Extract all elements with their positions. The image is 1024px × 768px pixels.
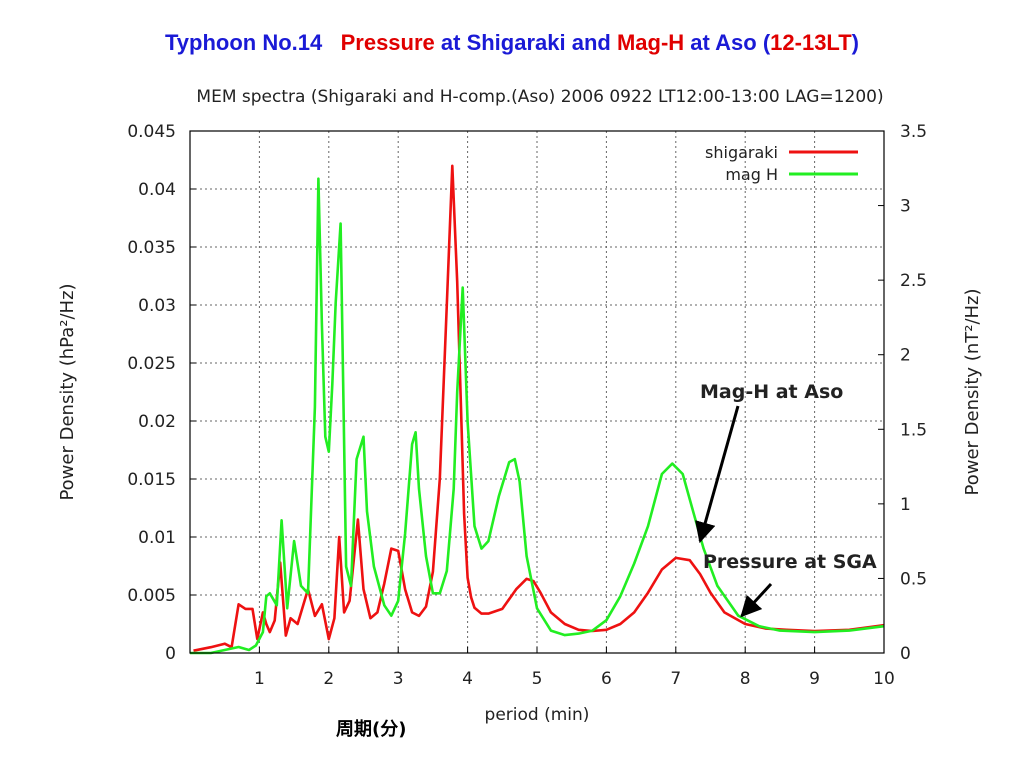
- y-right-tick-label: 0: [900, 644, 911, 664]
- annotations: Mag-H at Aso Pressure at SGA: [695, 381, 877, 618]
- y-right-tick-label: 2.5: [900, 271, 927, 291]
- chart-title: MEM spectra (Shigaraki and H-comp.(Aso) …: [196, 87, 883, 107]
- y-right-axis-label: Power Density (nT²/Hz): [962, 288, 983, 495]
- legend-label-shigaraki: shigaraki: [705, 143, 778, 162]
- y-right-tick-label: 0.5: [900, 569, 927, 589]
- y-right-tick-label: 1: [900, 495, 911, 515]
- title-part-time: 12-13LT: [770, 30, 852, 55]
- y-right-tick-label: 2: [900, 346, 911, 366]
- y-left-tick-label: 0.03: [138, 296, 176, 316]
- annotation-magh-aso: Mag-H at Aso: [700, 381, 843, 403]
- y-left-tick-label: 0.045: [127, 122, 176, 142]
- x-tick-label: 10: [873, 669, 895, 689]
- title-part-shigaraki: at Shigaraki and: [434, 30, 617, 55]
- y-left-tick-label: 0.035: [127, 238, 176, 258]
- y-right-tick-label: 1.5: [900, 420, 927, 440]
- y-left-tick-label: 0.04: [138, 180, 176, 200]
- y-left-axis-label: Power Density (hPa²/Hz): [57, 283, 78, 500]
- slide-title: Typhoon No.14 Pressure at Shigaraki and …: [0, 30, 1024, 56]
- x-tick-label: 1: [254, 669, 265, 689]
- x-tick-label: 9: [809, 669, 820, 689]
- series-layer: [190, 164, 885, 655]
- y-right-tick-label: 3: [900, 197, 911, 217]
- annotation-pressure-sga: Pressure at SGA: [703, 551, 877, 573]
- x-tick-label: 6: [601, 669, 612, 689]
- title-part-pressure: Pressure: [340, 30, 435, 55]
- annotation-arrow-pressure: [740, 582, 773, 618]
- y-left-tick-label: 0.01: [138, 528, 176, 548]
- grid: [190, 131, 884, 653]
- title-part-magh: Mag-H: [616, 30, 685, 55]
- annotation-arrow-magh: [695, 405, 740, 544]
- title-part-aso: at Aso (: [684, 30, 771, 55]
- period-label-japanese: 周期(分): [336, 719, 407, 740]
- x-tick-label: 8: [740, 669, 751, 689]
- legend: shigaraki mag H: [705, 143, 858, 184]
- x-tick-label: 4: [462, 669, 473, 689]
- title-part-typhoon: Typhoon No.14: [164, 30, 323, 55]
- x-tick-label: 5: [532, 669, 543, 689]
- y-left-tick-label: 0: [165, 644, 176, 664]
- x-tick-label: 7: [670, 669, 681, 689]
- title-part-close: ): [851, 30, 859, 55]
- x-tick-label: 3: [393, 669, 404, 689]
- y-left-tick-label: 0.015: [127, 470, 176, 490]
- series-line-shigaraki: [193, 164, 885, 652]
- legend-label-magh: mag H: [725, 165, 778, 184]
- x-tick-label: 2: [323, 669, 334, 689]
- y-left-tick-label: 0.02: [138, 412, 176, 432]
- y-right-tick-label: 3.5: [900, 122, 927, 142]
- x-axis-label: period (min): [485, 705, 590, 725]
- y-left-tick-label: 0.025: [127, 354, 176, 374]
- y-left-tick-label: 0.005: [127, 586, 176, 606]
- tick-labels: 1 2 3 4 5 6 7 8 9 1000.0050.010.0150.020.0250.030…: [127, 122, 927, 689]
- series-line-magh: [190, 177, 885, 655]
